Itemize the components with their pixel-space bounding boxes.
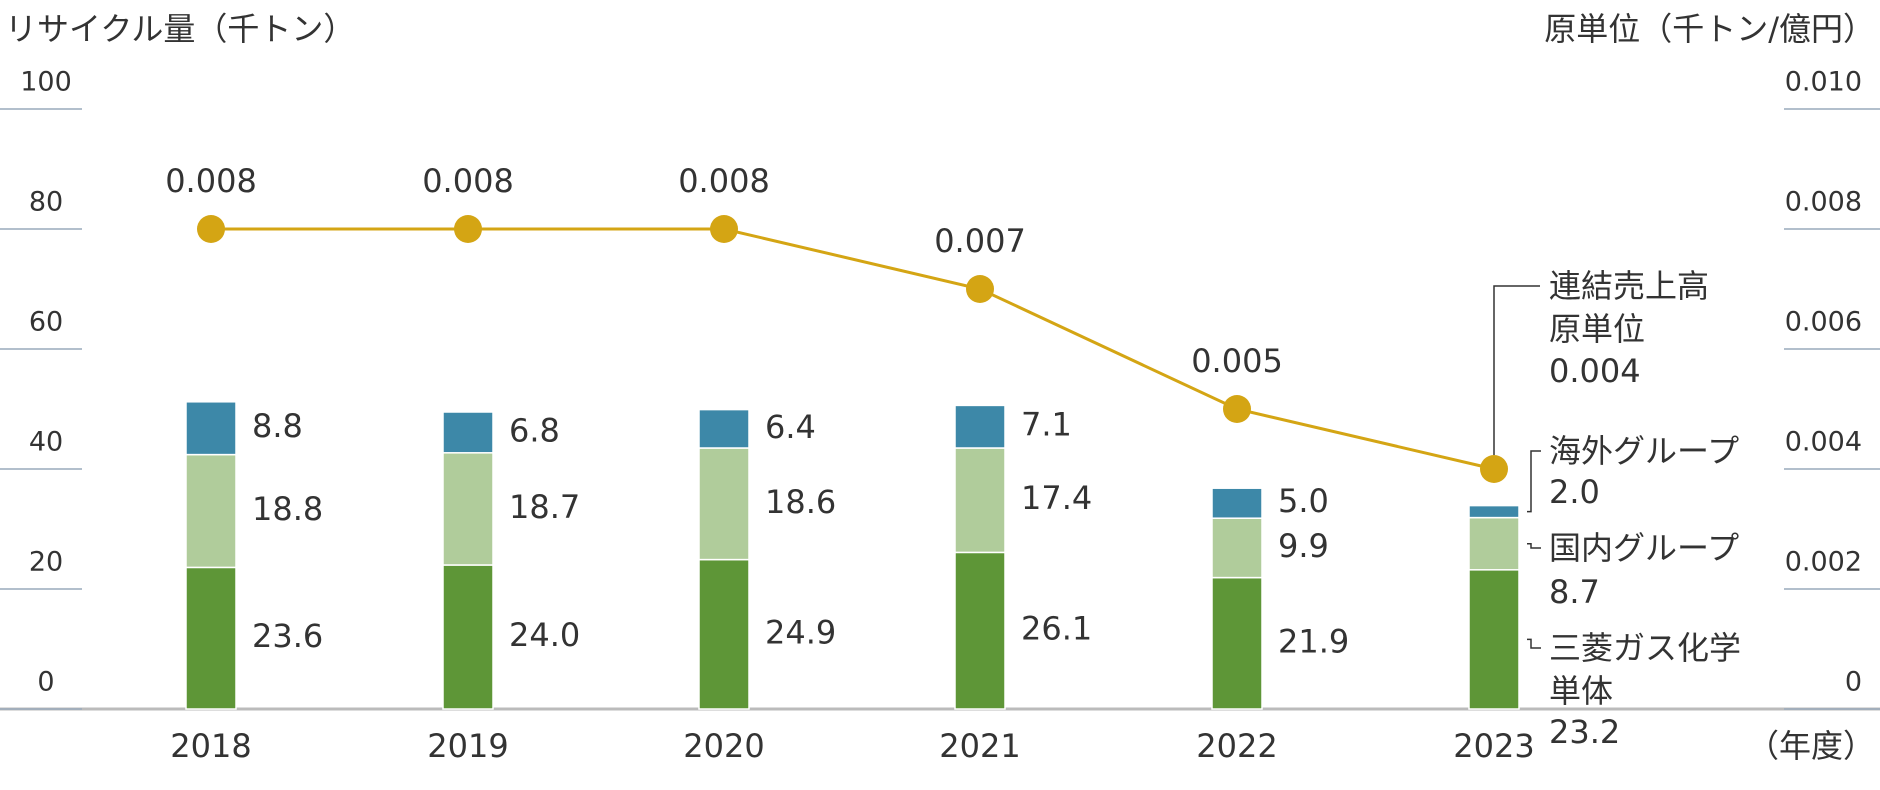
line-point [454, 215, 482, 243]
data-label: 0.007 [934, 222, 1026, 260]
leader-line [1493, 285, 1540, 455]
y2-tick-label: 0.004 [1785, 427, 1862, 458]
bar-segment [698, 447, 750, 561]
data-label: 26.1 [1021, 610, 1092, 648]
data-label: 0.008 [165, 162, 257, 200]
y-tick-label: 20 [29, 547, 63, 578]
data-label: 6.8 [509, 411, 560, 449]
bar-segment [1468, 516, 1520, 571]
data-label: 7.1 [1021, 406, 1072, 444]
bar-segment [442, 452, 494, 566]
x-tick-label: 2019 [427, 727, 508, 765]
y-tick-label: 100 [20, 67, 72, 98]
data-label: 2.0 [1549, 473, 1600, 511]
data-label: 8.8 [252, 407, 303, 445]
y2-tick-label: 0.002 [1785, 547, 1862, 578]
leader-line [1527, 638, 1541, 649]
line-point [710, 215, 738, 243]
data-label: 0.005 [1191, 342, 1283, 380]
x-tick-label: 2018 [170, 727, 251, 765]
x-tick-label: 2022 [1196, 727, 1277, 765]
x-tick-label: 2023 [1453, 727, 1534, 765]
leader-line [1527, 450, 1541, 513]
data-label: 18.8 [252, 490, 323, 528]
line-point [1480, 455, 1508, 483]
legend-label: 国内グループ [1549, 529, 1740, 567]
bar-segment [185, 453, 237, 569]
bar-segment [185, 566, 237, 710]
data-label: 24.9 [765, 613, 836, 651]
bar-segment [1468, 569, 1520, 710]
data-label: 5.0 [1278, 482, 1329, 520]
data-label: 18.6 [765, 483, 836, 521]
bar-segment [185, 401, 237, 456]
data-label: 6.4 [765, 408, 816, 446]
leader-line [1527, 542, 1541, 549]
bar-segment [698, 558, 750, 710]
bar-segment [698, 408, 750, 449]
x-tick-label: 2020 [683, 727, 764, 765]
y-tick-label: 40 [29, 427, 63, 458]
legend-label: 連結売上高原単位 [1549, 267, 1710, 348]
legend-label: 三菱ガス化学単体 [1549, 629, 1742, 710]
bar-segment [954, 404, 1006, 449]
x-axis-title: （年度） [1747, 727, 1875, 765]
x-tick-label: 2021 [939, 727, 1020, 765]
line [211, 227, 1495, 471]
data-label: 0.008 [678, 162, 770, 200]
data-label: 8.7 [1549, 573, 1600, 611]
bar-segment [1211, 517, 1263, 579]
legend-label: 海外グループ [1549, 432, 1740, 470]
data-label: 17.4 [1021, 479, 1092, 517]
y-tick-label: 0 [37, 667, 54, 698]
bar-segment [442, 411, 494, 454]
bar-segment [954, 447, 1006, 554]
data-label: 18.7 [509, 488, 580, 526]
data-label: 23.6 [252, 617, 323, 655]
bar-segment [1468, 504, 1520, 519]
line-point [966, 275, 994, 303]
data-label: 9.9 [1278, 527, 1329, 565]
bar-segment [954, 551, 1006, 710]
y-tick-label: 80 [29, 187, 63, 218]
data-label: 0.008 [422, 162, 514, 200]
data-label: 21.9 [1278, 622, 1349, 660]
bar-segment [442, 564, 494, 710]
y-axis-title: リサイクル量（千トン） [5, 10, 355, 48]
line-point [197, 215, 225, 243]
bar-segment [1211, 487, 1263, 519]
data-label: 24.0 [509, 616, 580, 654]
line-point [1223, 395, 1251, 423]
data-label: 0.004 [1549, 352, 1641, 390]
y2-axis-title: 原単位（千トン/億円） [1544, 10, 1875, 48]
bar-segment [1211, 576, 1263, 710]
y-tick-label: 60 [29, 307, 63, 338]
y2-tick-label: 0.010 [1785, 67, 1862, 98]
y2-tick-label: 0.006 [1785, 307, 1862, 338]
y2-tick-label: 0.008 [1785, 187, 1862, 218]
y2-tick-label: 0 [1845, 667, 1862, 698]
data-label: 23.2 [1549, 713, 1620, 751]
